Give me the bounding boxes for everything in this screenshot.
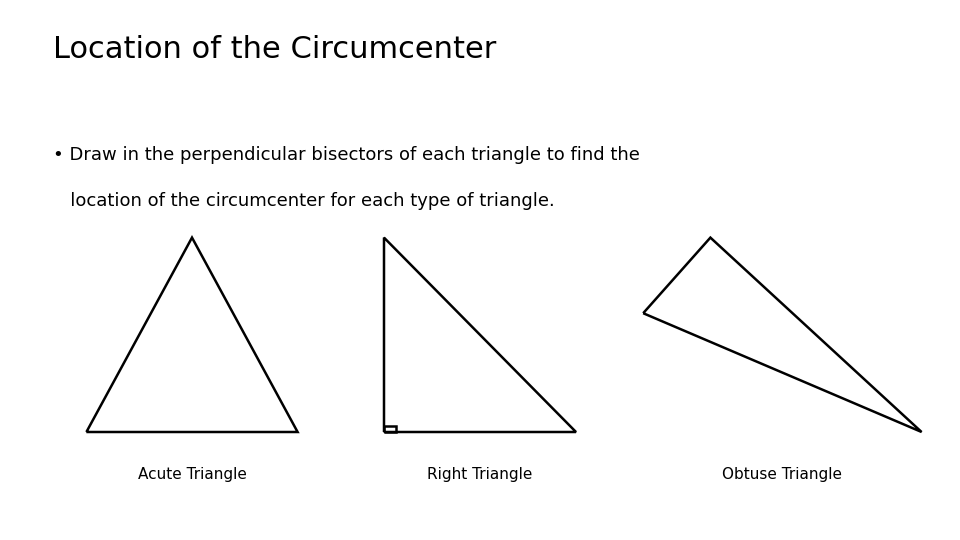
Text: Location of the Circumcenter: Location of the Circumcenter xyxy=(53,35,496,64)
Text: Acute Triangle: Acute Triangle xyxy=(137,467,247,482)
Text: • Draw in the perpendicular bisectors of each triangle to find the: • Draw in the perpendicular bisectors of… xyxy=(53,146,639,164)
Text: Obtuse Triangle: Obtuse Triangle xyxy=(722,467,843,482)
Text: location of the circumcenter for each type of triangle.: location of the circumcenter for each ty… xyxy=(53,192,555,210)
Text: Right Triangle: Right Triangle xyxy=(427,467,533,482)
